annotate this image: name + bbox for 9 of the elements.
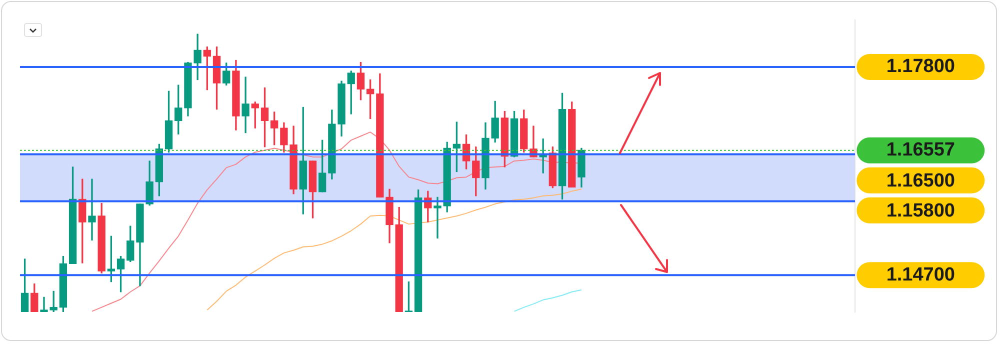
candlestick [88, 178, 96, 241]
y-tick-label: 1.14700 [886, 264, 955, 286]
ref-line-label: 1.16500 [886, 170, 956, 192]
candlestick [40, 296, 48, 312]
candlestick [242, 76, 250, 134]
ref-line-label: 1.15800 [886, 200, 956, 222]
candlestick [434, 196, 442, 238]
y-tick-label: 1.16557 [886, 140, 955, 161]
y-tick-label: 1.17800 [886, 56, 955, 78]
